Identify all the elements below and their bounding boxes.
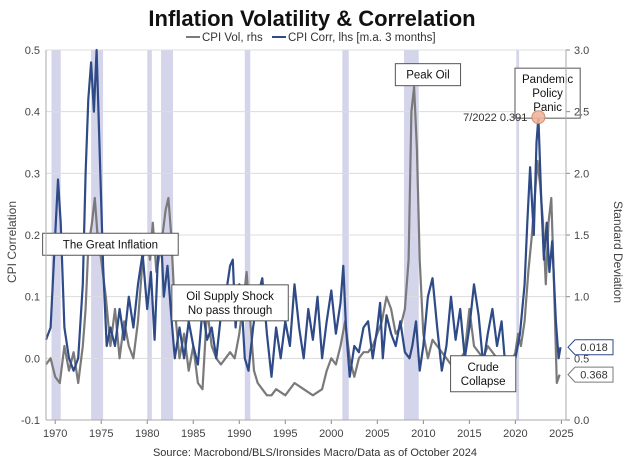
series-line-cpi-vol [45, 85, 561, 397]
peak-callout: 7/2022 0.391 [463, 110, 546, 125]
annotation-text: Crude [468, 362, 499, 374]
legend: CPI Vol, rhs CPI Corr, lhs [m.a. 3 month… [186, 32, 436, 44]
annotation-box [42, 232, 179, 256]
series-line-cpi-corr [44, 48, 562, 378]
y-right-tick-label: 2.0 [574, 168, 589, 180]
annotation-text: Policy [532, 88, 563, 100]
y-left-tick-label: 0.2 [25, 230, 40, 242]
y-left-tick-label: 0.1 [25, 292, 40, 304]
x-tick-label: 2005 [365, 428, 389, 440]
x-tick-label: 1990 [227, 428, 251, 440]
end-label-box [567, 339, 614, 356]
y-right-tick-label: 2.5 [574, 107, 589, 119]
x-tick-label: 1975 [89, 428, 113, 440]
axes: -0.1 0.0 0.1 0.2 0.3 0.4 0.5 0.0 0.5 1.0 1.5 2.0 2.5… [21, 45, 589, 440]
x-tick-label: 2020 [503, 428, 527, 440]
end-value-labels: 0.018 0.368 [567, 339, 614, 383]
end-label-box [567, 366, 614, 383]
annotation-box [394, 63, 462, 87]
x-tick-label: 1970 [43, 428, 67, 440]
annotation-text: The Great Inflation [63, 239, 158, 251]
annotation-3: Crude Collapse [450, 355, 517, 393]
annotation-text: Oil Supply Shock [186, 291, 274, 303]
annotation-0: The Great Inflation [42, 232, 179, 256]
x-tick-label: 2000 [319, 428, 343, 440]
peak-label: 7/2022 0.391 [463, 112, 527, 124]
series-lines [44, 48, 562, 397]
y-left-tick-label: 0.5 [25, 45, 40, 57]
y-left-tick-label: -0.1 [21, 415, 40, 427]
annotation-text: Collapse [461, 376, 506, 388]
peak-marker [531, 110, 546, 125]
annotation-box [171, 284, 289, 322]
x-tick-label: 2025 [549, 428, 573, 440]
x-tick-label: 2010 [411, 428, 435, 440]
annotation-1: Oil Supply Shock No pass through [171, 284, 289, 322]
annotation-text: Peak Oil [406, 70, 449, 82]
x-tick-label: 2015 [457, 428, 481, 440]
legend-label-vol: CPI Vol, rhs [202, 32, 263, 44]
y-right-tick-label: 0.0 [574, 415, 589, 427]
annotation-text: No pass through [188, 305, 272, 317]
end-label-text: 0.368 [580, 370, 608, 382]
annotation-2: Peak Oil [394, 63, 462, 87]
source-note: Source: Macrobond/BLS/Ironsides Macro/Da… [153, 447, 477, 459]
y-right-tick-label: 1.0 [574, 292, 589, 304]
y-right-tick-label: 3.0 [574, 45, 589, 57]
y-left-tick-label: 0.0 [25, 353, 40, 365]
chart-title: Inflation Volatility & Correlation [148, 6, 475, 31]
end-label-text: 0.018 [580, 342, 608, 354]
annotation-text: Pandemic [522, 74, 573, 86]
end-label-corr: 0.018 [567, 339, 614, 356]
y-left-tick-label: 0.4 [25, 107, 40, 119]
y-right-axis-title: Standard Deviation [611, 201, 625, 303]
end-label-vol: 0.368 [567, 366, 614, 383]
annotation-box [450, 355, 517, 393]
y-right-tick-label: 0.5 [574, 353, 589, 365]
y-left-axis-title: CPI Correlation [5, 201, 19, 283]
legend-label-corr: CPI Corr, lhs [m.a. 3 months] [288, 32, 436, 44]
annotation-box [514, 67, 581, 119]
x-tick-label: 1980 [135, 428, 159, 440]
y-left-tick-label: 0.3 [25, 168, 40, 180]
x-tick-label: 1985 [181, 428, 205, 440]
y-right-tick-label: 1.5 [574, 230, 589, 242]
x-tick-label: 1995 [273, 428, 297, 440]
annotations: The Great Inflation Oil Supply Shock No pa… [42, 63, 581, 393]
